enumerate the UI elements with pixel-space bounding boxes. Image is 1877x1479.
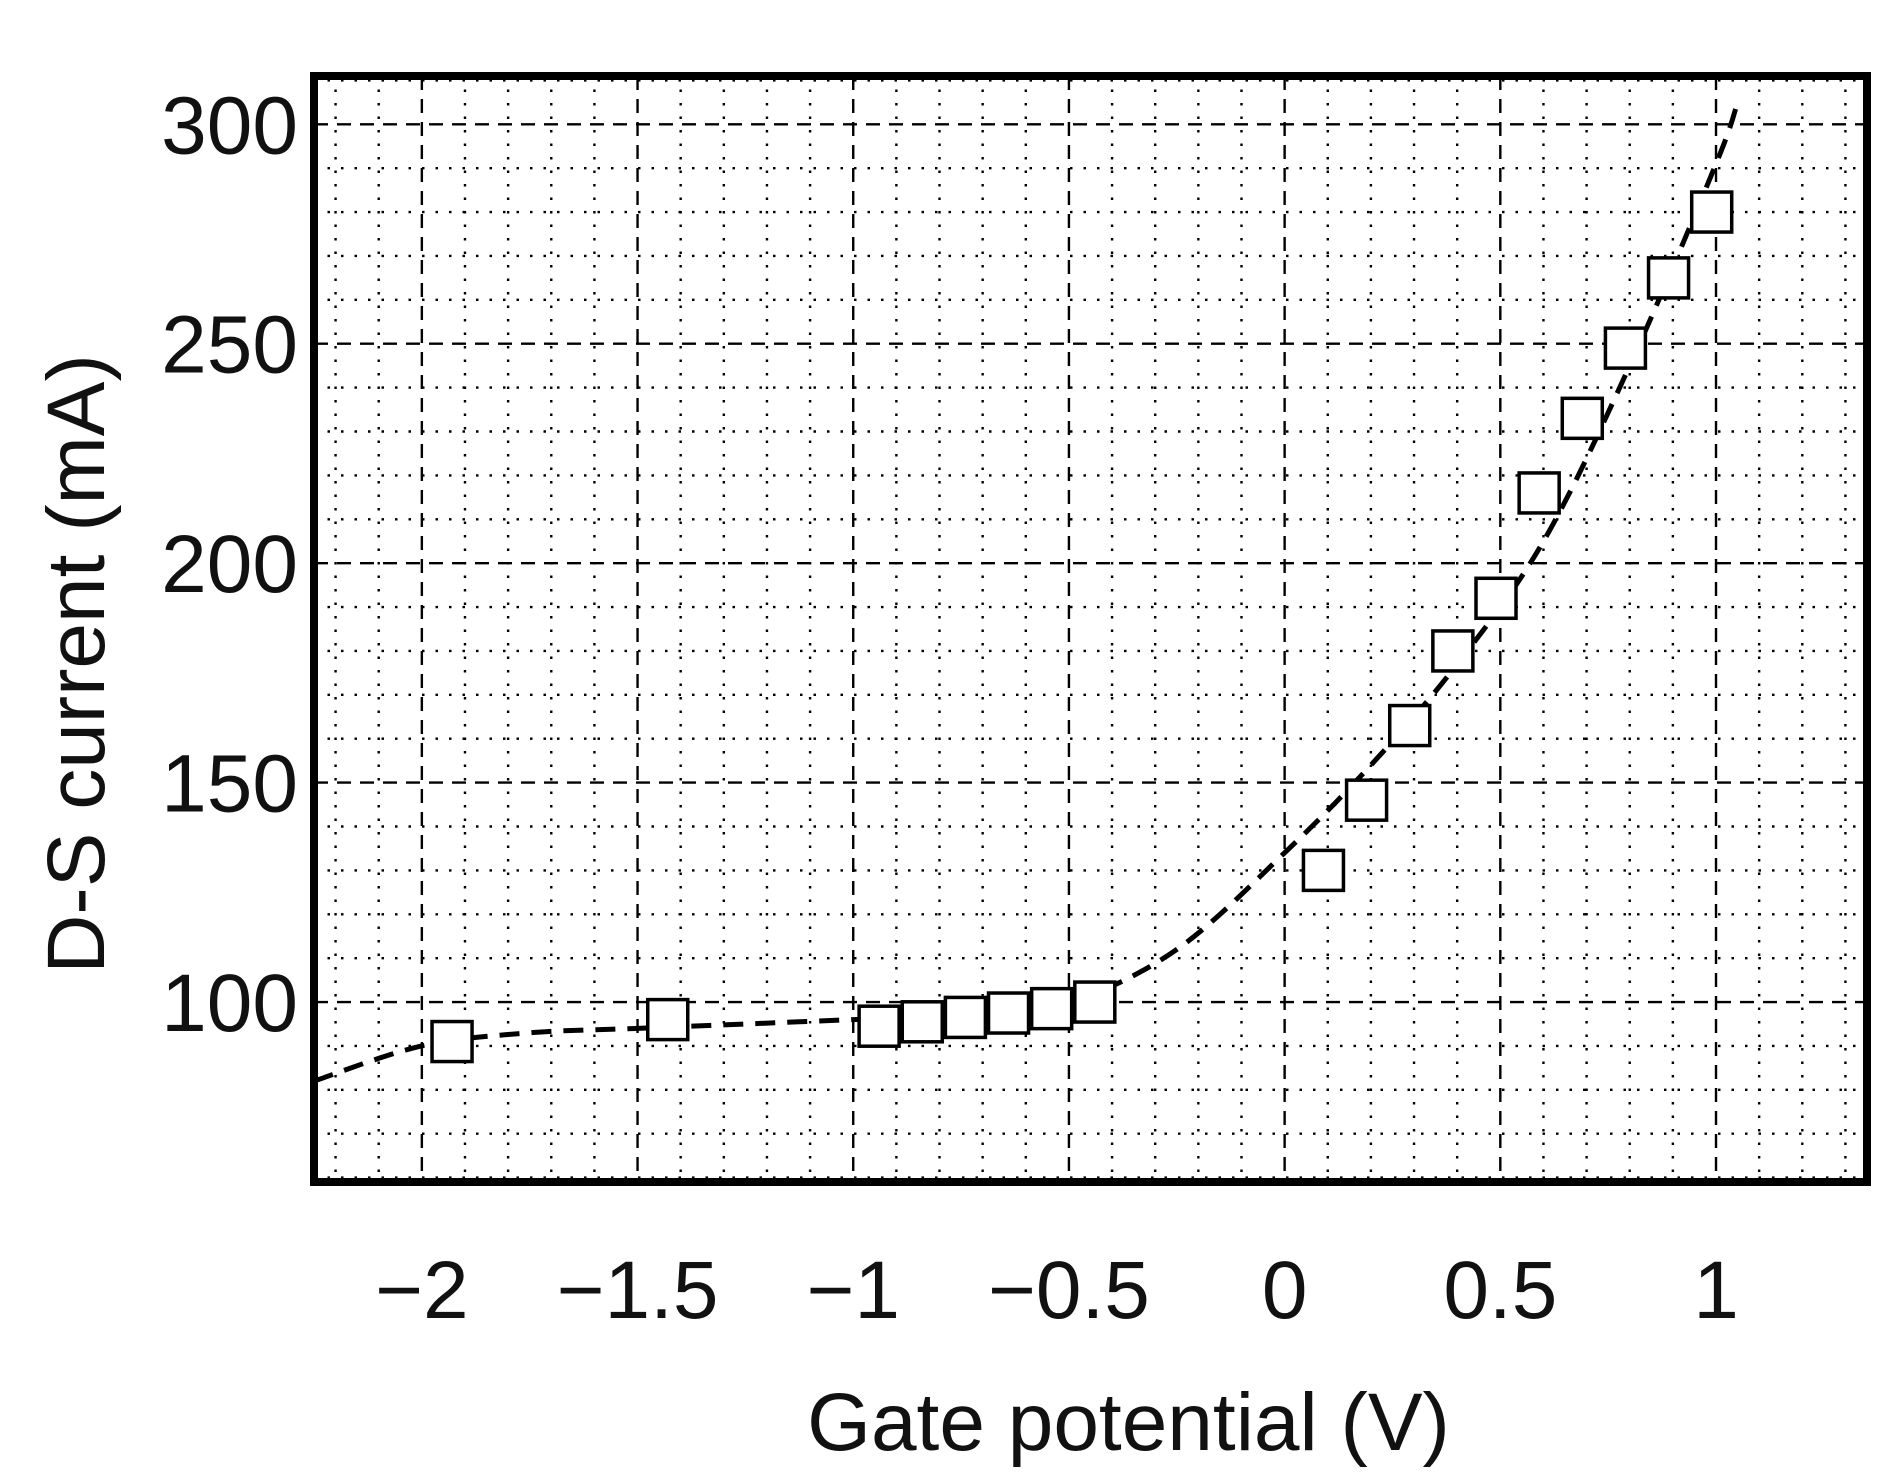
plot-frame [310,72,1871,1186]
data-point-marker [1517,471,1561,515]
y-tick-label: 100 [161,958,298,1049]
x-tick-label: 1 [1693,1245,1739,1336]
x-tick-label: −0.5 [988,1245,1150,1336]
data-point-marker [1474,576,1518,621]
data-point-marker [943,995,988,1040]
y-tick-labels: 100 150 200 250 300 [161,80,298,1049]
data-point-marker [1646,256,1691,300]
data-point-marker [1029,986,1074,1031]
data-point-marker [1387,703,1432,748]
fit-curve [313,101,1740,1084]
data-point-marker [645,997,690,1042]
data-point-marker [900,1000,945,1044]
data-point-marker [1560,396,1605,441]
y-tick-label: 300 [161,80,298,171]
data-point-marker [430,1019,474,1064]
x-tick-label: −1 [806,1245,900,1336]
x-tick-label: −2 [375,1245,469,1336]
data-point-marker [1689,190,1734,234]
data-point-marker [857,1004,901,1048]
data-point-marker [986,991,1031,1035]
y-tick-label: 250 [161,300,298,391]
y-tick-label: 150 [161,739,298,830]
data-point-marker [1344,778,1389,822]
x-tick-label: 0.5 [1443,1245,1557,1336]
x-tick-label: −1.5 [557,1245,719,1336]
x-tick-labels: −2 −1.5 −1 −0.5 0 0.5 1 [375,1245,1739,1336]
data-point-marker [1431,629,1475,673]
y-axis-label: D-S current (mA) [31,354,122,974]
data-point-marker [1301,848,1346,893]
x-axis-label: Gate potential (V) [807,1377,1450,1468]
data-point-marker [1073,980,1117,1024]
fit-curve-layer [313,101,1740,1084]
data-point-marker [1603,326,1648,370]
x-tick-label: 0 [1262,1245,1308,1336]
data-points [430,190,1734,1064]
y-tick-label: 200 [161,519,298,610]
grid [314,76,1867,1182]
